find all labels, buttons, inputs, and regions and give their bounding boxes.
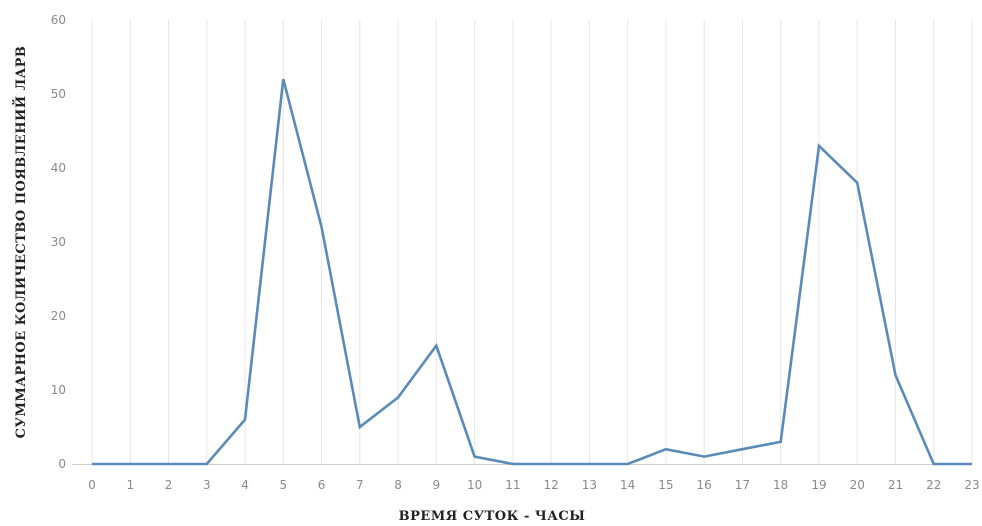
x-axis-title: ВРЕМЯ СУТОК - ЧАСЫ [399, 509, 586, 524]
y-tick-label: 30 [51, 235, 66, 249]
x-tick-label: 3 [203, 478, 211, 492]
x-tick-label: 11 [505, 478, 520, 492]
x-tick-label: 21 [888, 478, 903, 492]
x-tick-label: 19 [811, 478, 826, 492]
series [92, 78, 972, 466]
y-tick-label: 0 [58, 457, 66, 471]
y-axis-ticks: 0 10 20 30 40 50 60 [51, 13, 66, 471]
x-tick-label: 5 [279, 478, 287, 492]
y-tick-label: 10 [51, 383, 66, 397]
y-tick-label: 20 [51, 309, 66, 323]
y-axis-title: СУММАРНОЕ КОЛИЧЕСТВО ПОЯВЛЕНИЙ ЛАРВ [12, 46, 29, 439]
x-tick-label: 15 [658, 478, 673, 492]
y-tick-label: 50 [51, 87, 66, 101]
x-tick-label: 1 [126, 478, 134, 492]
x-tick-label: 9 [433, 478, 441, 492]
x-tick-label: 23 [964, 478, 979, 492]
x-axis-ticks: 0 1 2 3 4 5 6 7 8 9 10 11 12 13 14 15 16 17 18 19 20 21 22 23 [88, 478, 979, 492]
x-tick-label: 7 [356, 478, 364, 492]
y-tick-label: 40 [51, 161, 66, 175]
x-tick-label: 13 [582, 478, 597, 492]
x-tick-label: 6 [318, 478, 326, 492]
x-tick-label: 22 [926, 478, 941, 492]
grid [72, 20, 973, 465]
x-tick-label: 20 [850, 478, 865, 492]
x-tick-label: 18 [773, 478, 788, 492]
x-tick-label: 10 [467, 478, 482, 492]
x-tick-label: 4 [241, 478, 249, 492]
x-tick-label: 12 [543, 478, 558, 492]
series-line [92, 78, 972, 466]
x-tick-label: 16 [697, 478, 712, 492]
y-tick-label: 60 [51, 13, 66, 27]
x-tick-label: 0 [88, 478, 96, 492]
x-tick-label: 2 [165, 478, 173, 492]
x-tick-label: 17 [735, 478, 750, 492]
x-tick-label: 14 [620, 478, 635, 492]
x-tick-label: 8 [394, 478, 402, 492]
